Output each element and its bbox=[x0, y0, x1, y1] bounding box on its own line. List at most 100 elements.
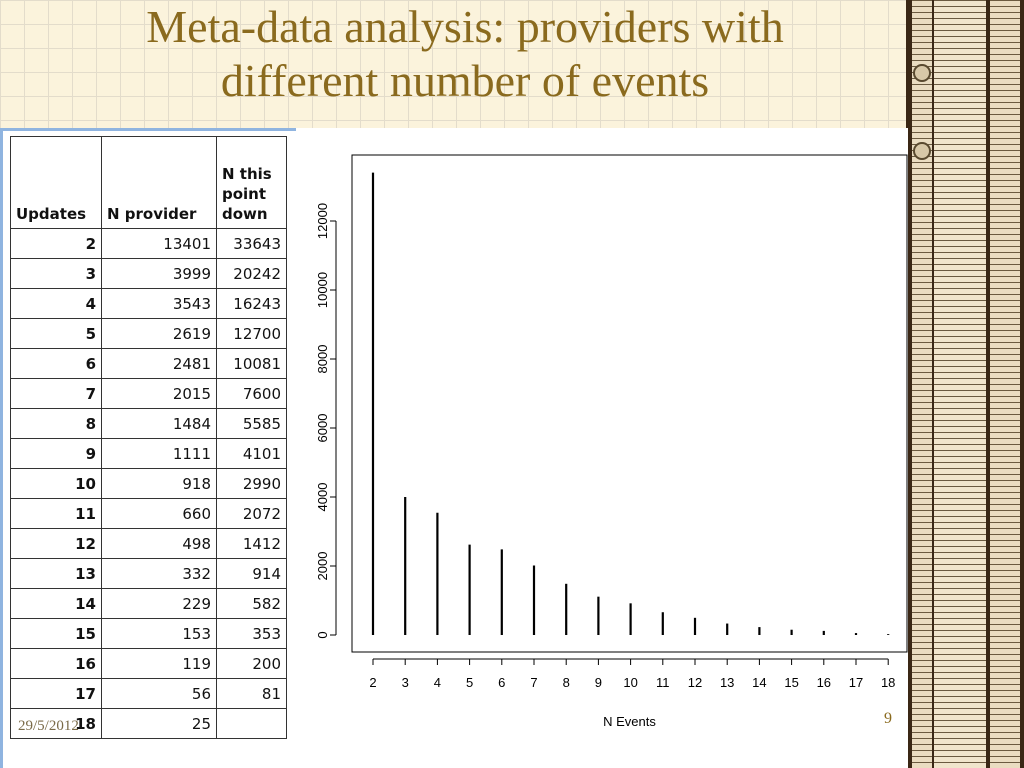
ruler-strip bbox=[934, 0, 986, 768]
table-row: 13 332 914 bbox=[10, 558, 287, 589]
updates-table: Updates N provider N this point down 2 13… bbox=[10, 136, 287, 739]
cell-n-this-point-down: 10081 bbox=[216, 348, 287, 379]
y-tick-label: 6000 bbox=[315, 414, 330, 443]
table-row: 5 2619 12700 bbox=[10, 318, 287, 349]
table-row: 17 56 81 bbox=[10, 678, 287, 709]
cell-n-provider: 119 bbox=[101, 648, 217, 679]
header-n-this-point-down: N this point down bbox=[216, 136, 287, 229]
table-row: 12 498 1412 bbox=[10, 528, 287, 559]
table-row: 4 3543 16243 bbox=[10, 288, 287, 319]
cell-updates: 7 bbox=[10, 378, 102, 409]
cell-n-provider: 3543 bbox=[101, 288, 217, 319]
header-updates: Updates bbox=[10, 136, 102, 229]
cell-n-this-point-down: 353 bbox=[216, 618, 287, 649]
table-row: 7 2015 7600 bbox=[10, 378, 287, 409]
cell-n-this-point-down: 81 bbox=[216, 678, 287, 709]
table-row: 16 119 200 bbox=[10, 648, 287, 679]
table-row: 9 1111 4101 bbox=[10, 438, 287, 469]
x-tick-label: 13 bbox=[720, 675, 734, 690]
cell-n-provider: 660 bbox=[101, 498, 217, 529]
cell-n-this-point-down: 2072 bbox=[216, 498, 287, 529]
cell-n-provider: 1484 bbox=[101, 408, 217, 439]
cell-updates: 12 bbox=[10, 528, 102, 559]
x-tick-label: 8 bbox=[563, 675, 570, 690]
cell-updates: 16 bbox=[10, 648, 102, 679]
x-axis-label: N Events bbox=[603, 714, 656, 729]
table-row: 11 660 2072 bbox=[10, 498, 287, 529]
table-row: 6 2481 10081 bbox=[10, 348, 287, 379]
slide-date: 29/5/2012 bbox=[18, 718, 79, 734]
cell-n-provider: 1111 bbox=[101, 438, 217, 469]
cell-n-provider: 2481 bbox=[101, 348, 217, 379]
cell-updates: 2 bbox=[10, 228, 102, 259]
cell-n-provider: 153 bbox=[101, 618, 217, 649]
cell-n-this-point-down: 4101 bbox=[216, 438, 287, 469]
x-tick-label: 10 bbox=[623, 675, 637, 690]
cell-n-provider: 2619 bbox=[101, 318, 217, 349]
plot-frame bbox=[351, 154, 908, 653]
table-row: 8 1484 5585 bbox=[10, 408, 287, 439]
cell-n-provider: 3999 bbox=[101, 258, 217, 289]
cell-updates: 8 bbox=[10, 408, 102, 439]
cell-updates: 11 bbox=[10, 498, 102, 529]
cell-n-this-point-down: 200 bbox=[216, 648, 287, 679]
cell-n-provider: 56 bbox=[101, 678, 217, 709]
cell-n-provider: 918 bbox=[101, 468, 217, 499]
y-tick-label: 10000 bbox=[315, 272, 330, 308]
cell-updates: 14 bbox=[10, 588, 102, 619]
cell-n-this-point-down: 16243 bbox=[216, 288, 287, 319]
cell-n-provider: 332 bbox=[101, 558, 217, 589]
slide-title-line-2: different number of events bbox=[220, 55, 710, 106]
table-row: 15 153 353 bbox=[10, 618, 287, 649]
table-row: 3 3999 20242 bbox=[10, 258, 287, 289]
x-tick-label: 11 bbox=[656, 675, 670, 690]
y-tick-label: 12000 bbox=[315, 203, 330, 239]
x-tick-label: 17 bbox=[849, 675, 863, 690]
y-tick-label: 8000 bbox=[315, 345, 330, 374]
cell-n-this-point-down: 1412 bbox=[216, 528, 287, 559]
table-panel: Updates N provider N this point down 2 13… bbox=[0, 128, 296, 768]
x-tick-label: 2 bbox=[369, 675, 376, 690]
y-tick-label: 0 bbox=[315, 631, 330, 638]
table-row: 18 25 bbox=[10, 708, 287, 739]
cell-n-this-point-down: 12700 bbox=[216, 318, 287, 349]
cell-n-this-point-down: 582 bbox=[216, 588, 287, 619]
cell-n-provider: 498 bbox=[101, 528, 217, 559]
slide-title: Meta-data analysis: providers with diffe… bbox=[20, 0, 910, 108]
cell-n-this-point-down bbox=[216, 708, 287, 739]
cell-updates: 10 bbox=[10, 468, 102, 499]
cell-n-provider: 25 bbox=[101, 708, 217, 739]
page-number: 9 bbox=[884, 710, 892, 727]
cell-n-provider: 2015 bbox=[101, 378, 217, 409]
x-tick-label: 14 bbox=[752, 675, 766, 690]
cell-n-provider: 13401 bbox=[101, 228, 217, 259]
slide-title-line-1: Meta-data analysis: providers with bbox=[146, 1, 784, 52]
x-tick-label: 4 bbox=[434, 675, 441, 690]
screw-icon bbox=[913, 64, 931, 82]
y-tick-label: 4000 bbox=[315, 483, 330, 512]
x-tick-label: 15 bbox=[784, 675, 798, 690]
table-body: 2 13401 33643 3 3999 20242 4 3543 16243 5 2619 1270… bbox=[10, 228, 287, 739]
table-row: 10 918 2990 bbox=[10, 468, 287, 499]
table-row: 2 13401 33643 bbox=[10, 228, 287, 259]
x-tick-label: 7 bbox=[530, 675, 537, 690]
header-n-provider: N provider bbox=[101, 136, 217, 229]
ruler-strip bbox=[912, 0, 932, 768]
ruler-strip bbox=[990, 0, 1020, 768]
cell-n-this-point-down: 20242 bbox=[216, 258, 287, 289]
cell-updates: 6 bbox=[10, 348, 102, 379]
cell-n-this-point-down: 5585 bbox=[216, 408, 287, 439]
cell-updates: 9 bbox=[10, 438, 102, 469]
screw-icon bbox=[913, 142, 931, 160]
cell-n-this-point-down: 7600 bbox=[216, 378, 287, 409]
cell-n-provider: 229 bbox=[101, 588, 217, 619]
cell-updates: 17 bbox=[10, 678, 102, 709]
cell-updates: 3 bbox=[10, 258, 102, 289]
table-row: 14 229 582 bbox=[10, 588, 287, 619]
x-tick-label: 18 bbox=[881, 675, 895, 690]
cell-n-this-point-down: 2990 bbox=[216, 468, 287, 499]
ruler-decoration bbox=[906, 0, 1024, 768]
table-header-row: Updates N provider N this point down bbox=[10, 136, 287, 229]
cell-n-this-point-down: 33643 bbox=[216, 228, 287, 259]
cell-updates: 15 bbox=[10, 618, 102, 649]
